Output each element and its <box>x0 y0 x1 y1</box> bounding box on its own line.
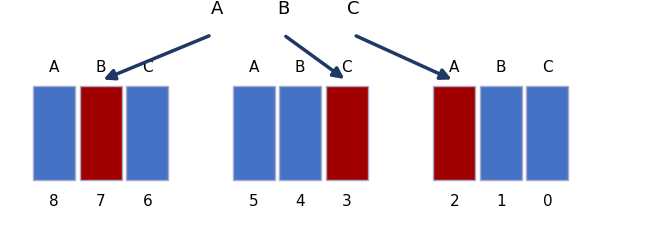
Text: A: A <box>49 60 59 74</box>
Text: B: B <box>295 60 306 74</box>
Bar <box>233 87 275 180</box>
Text: 5: 5 <box>249 194 259 209</box>
Text: 7: 7 <box>96 194 105 209</box>
Text: A: A <box>449 60 460 74</box>
Text: C: C <box>542 60 552 74</box>
Bar <box>526 87 568 180</box>
Text: B: B <box>96 60 106 74</box>
Text: C: C <box>347 0 360 18</box>
Bar <box>33 87 75 180</box>
Text: 0: 0 <box>543 194 552 209</box>
Text: 2: 2 <box>450 194 459 209</box>
Bar <box>126 87 168 180</box>
Text: 1: 1 <box>496 194 506 209</box>
Bar <box>326 87 368 180</box>
Text: A: A <box>211 0 223 18</box>
Text: 3: 3 <box>342 194 352 209</box>
Bar <box>480 87 522 180</box>
Text: 6: 6 <box>142 194 152 209</box>
Text: C: C <box>142 60 153 74</box>
Text: A: A <box>248 60 259 74</box>
Bar <box>434 87 475 180</box>
Text: C: C <box>341 60 352 74</box>
Bar <box>80 87 122 180</box>
Text: 4: 4 <box>295 194 305 209</box>
Text: B: B <box>278 0 290 18</box>
Bar <box>279 87 321 180</box>
Text: 8: 8 <box>49 194 59 209</box>
Text: B: B <box>495 60 506 74</box>
